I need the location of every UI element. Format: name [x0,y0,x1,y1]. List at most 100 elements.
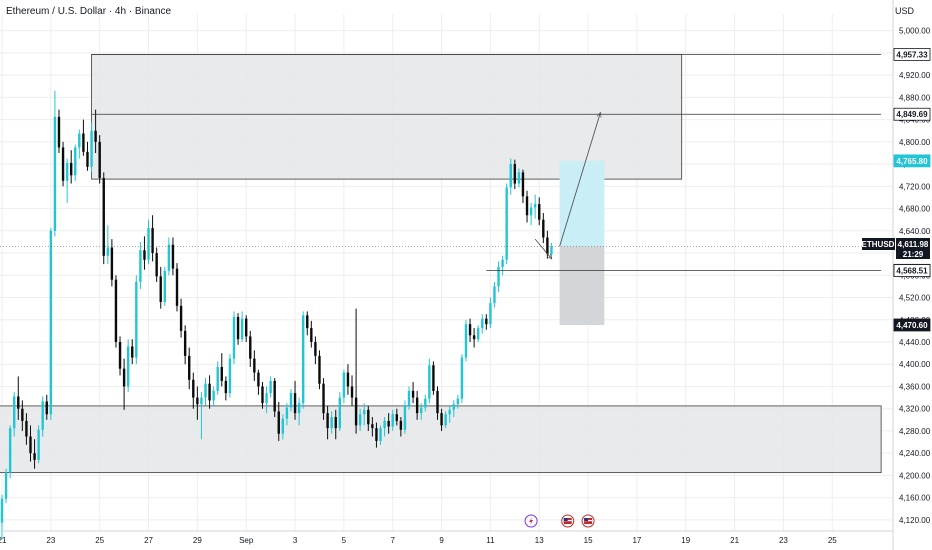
candle-body [517,172,521,184]
drawings-layer [0,53,893,528]
lightning-icon [529,517,534,525]
y-tick-label: 4,240.00 [899,449,931,458]
candle-body [53,116,57,231]
candle-body [0,498,4,523]
candle-body [45,401,48,415]
candle-body [379,428,382,441]
candle-body [139,250,142,282]
x-tick-label: 21 [730,536,739,545]
price-tag-label: 4,957.33 [896,50,928,59]
candle-body [196,397,199,405]
x-tick-label: 23 [779,536,788,545]
x-tick-label: 19 [681,536,690,545]
candle-body [297,403,301,414]
candle-body [13,396,16,429]
candle-body [550,246,553,255]
candle-body [460,357,464,399]
candle-body [106,247,110,256]
candle-body [61,147,65,181]
currency-label[interactable]: USD [894,6,914,16]
candle-body [501,259,504,267]
candle-body [4,472,8,499]
x-tick-label: 15 [584,536,593,545]
candle-body [171,244,175,269]
candle-body [415,397,419,414]
projection-arrow [559,113,601,247]
candle-body [367,409,370,425]
candle-body [436,390,439,414]
candle-body [322,383,325,414]
candle-body [281,418,285,434]
candle-body [289,393,293,408]
candle-body [338,397,342,429]
price-tag-label: 4,765.80 [896,157,928,166]
y-tick-label: 4,440.00 [899,338,931,347]
candle-body [464,324,468,358]
candle-body [387,420,390,427]
y-tick-label: 4,320.00 [899,405,931,414]
candle-body [74,147,77,176]
candle-body [489,303,492,325]
candle-body [273,380,276,412]
candle-body [481,318,484,329]
price-tags-layer: 4,957.334,849.694,765.804,568.884,568.51… [893,47,931,332]
x-tick-label: 3 [293,536,298,545]
candle-body [147,228,150,260]
candle-body [25,420,28,437]
candle-body [232,316,236,359]
candle-body [208,383,211,401]
candle-body [126,346,130,387]
price-tag [893,107,931,121]
price-tag [893,154,931,168]
candle-body [533,204,537,208]
candle-body [41,401,44,430]
candle-body [326,413,329,429]
x-tick-label: 29 [193,536,202,545]
candle-body [399,420,403,430]
candle-body [118,341,122,369]
candle-body [468,324,472,336]
candle-body [497,266,500,287]
y-tick-label: 4,520.00 [899,294,931,303]
candle-body [110,247,114,280]
candle-body [143,250,146,260]
price-tag [893,47,931,61]
candle-body [29,436,32,454]
y-tick-label: 4,880.00 [899,93,931,102]
ticker-countdown: 21:29 [903,250,924,259]
projection-arrow [534,238,551,258]
candle-body [114,279,118,342]
candle-body [188,355,191,380]
x-tick-label: 17 [632,536,641,545]
candle-body [49,230,53,415]
candle-body [334,417,337,429]
candle-body [167,244,171,271]
candle-body [33,453,36,460]
ticker-symbol: ETHUSD [862,240,895,249]
us-flag-icon [584,518,589,521]
y-tick-label: 4,200.00 [899,471,931,480]
price-tag [893,264,931,277]
candle-body [69,162,73,176]
y-tick-label: 4,120.00 [899,516,931,525]
y-tick-label: 4,160.00 [899,494,931,503]
candle-body [151,228,154,254]
candle-body [155,253,158,277]
x-tick-label: Sep [239,536,254,545]
candle-body [330,417,333,429]
candle-body [529,207,533,216]
candle-body [159,276,162,302]
candle-body [21,408,24,421]
candle-body [301,315,305,404]
chart-title: Ethereum / U.S. Dollar · 4h · Binance [6,6,172,17]
candle-body [513,164,517,184]
price-tag-label: 4,849.69 [896,110,928,119]
x-tick-label: 9 [439,536,444,545]
candle-body [200,397,203,405]
candle-body [452,404,455,410]
x-tick-label: 13 [535,536,544,545]
zones-layer [0,53,882,474]
candle-body [371,424,374,429]
candle-body [525,196,529,216]
